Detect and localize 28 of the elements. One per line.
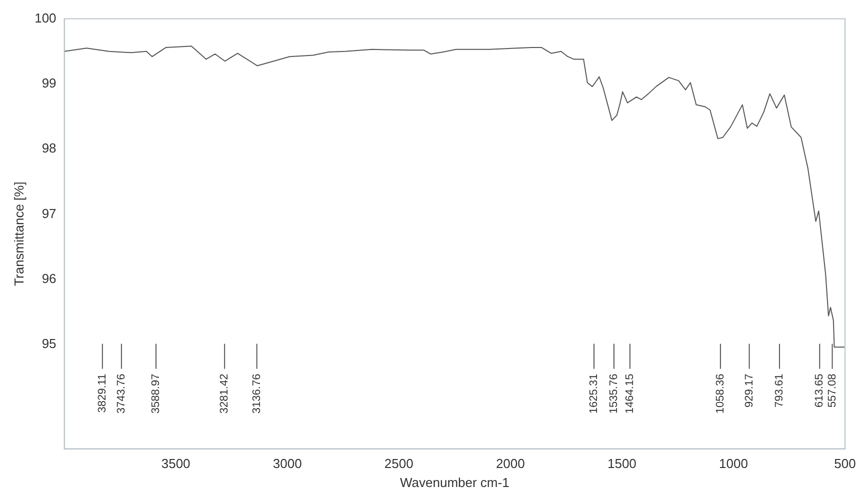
ref-line-label: 557.08 [826, 374, 838, 408]
ref-line-label: 1535.76 [608, 374, 620, 414]
y-tick-label: 97 [42, 206, 56, 221]
x-tick-label: 3000 [272, 456, 302, 472]
x-tick-label: 1500 [607, 456, 636, 472]
x-axis-title: Wavenumber cm-1 [400, 474, 510, 490]
x-tick-label: 2500 [384, 456, 414, 472]
ref-line-label: 613.65 [814, 374, 826, 408]
ref-line-label: 3136.76 [250, 374, 263, 414]
ref-line-label: 3743.76 [115, 374, 128, 414]
ref-line-label: 3588.97 [150, 374, 162, 414]
x-tick-label: 1000 [719, 456, 748, 472]
y-tick-label: 99 [42, 76, 56, 91]
y-axis-title: Transmittance [%] [11, 182, 26, 286]
y-tick-label: 95 [42, 336, 56, 352]
x-tick-label: 2000 [496, 456, 525, 472]
ref-line-label: 1464.15 [624, 374, 636, 414]
y-tick-label: 100 [34, 10, 56, 26]
ref-line-label: 793.61 [774, 374, 786, 408]
ref-line-label: 929.17 [743, 374, 756, 408]
ref-line-label: 3829.11 [96, 374, 108, 413]
x-tick-label: 3500 [161, 456, 190, 472]
ref-line-label: 1058.36 [714, 374, 726, 414]
y-tick-label: 98 [42, 140, 56, 156]
ref-line-label: 1625.31 [588, 374, 600, 414]
ref-line-label: 3281.42 [218, 374, 231, 414]
x-tick-label: 500 [834, 456, 856, 472]
y-tick-label: 96 [42, 270, 56, 286]
